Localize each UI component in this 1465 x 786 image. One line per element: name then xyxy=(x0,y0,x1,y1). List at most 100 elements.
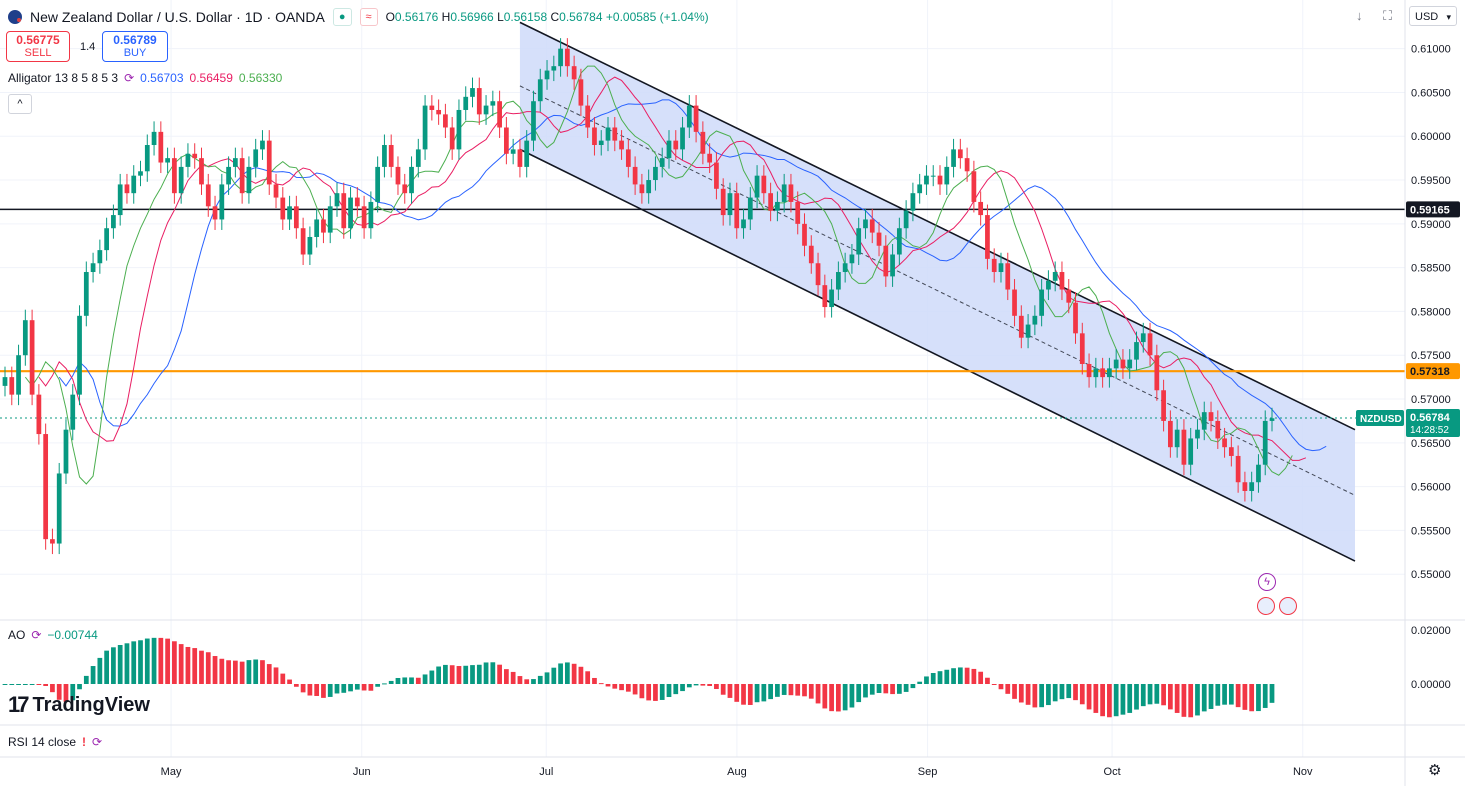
rsi-label: RSI 14 close xyxy=(8,735,77,749)
price-tick-label: 0.56000 xyxy=(1411,482,1451,494)
ao-bar xyxy=(9,684,15,685)
candle-body xyxy=(856,228,862,255)
alligator-teeth-value: 0.56459 xyxy=(189,71,233,85)
candle-body xyxy=(605,127,611,141)
rsi-legend[interactable]: RSI 14 close ! ⟳ xyxy=(8,735,102,749)
ao-bar xyxy=(415,677,421,684)
gear-icon[interactable]: ⚙ xyxy=(1428,762,1442,779)
ohlc-high: 0.56966 xyxy=(450,10,494,24)
candle-body xyxy=(1215,420,1221,439)
settings-loop-icon[interactable]: ⟳ xyxy=(31,628,42,642)
ao-bar xyxy=(36,684,42,685)
price-tag-box xyxy=(1406,363,1460,380)
candle-body xyxy=(470,88,475,97)
candle-body xyxy=(1161,390,1166,421)
countdown-label: 14:28:52 xyxy=(1410,425,1449,436)
currency-select[interactable]: USD ▾ xyxy=(1409,6,1457,26)
candle-body xyxy=(578,79,584,106)
ao-bar xyxy=(1167,684,1173,710)
candle-body xyxy=(869,219,875,233)
candle-body xyxy=(775,201,780,211)
lightning-event-icon[interactable]: ϟ xyxy=(1258,573,1276,591)
candle-body xyxy=(321,219,326,233)
candle-body xyxy=(510,149,516,154)
ao-bar xyxy=(144,638,150,684)
ao-bar xyxy=(788,684,794,696)
candle-body xyxy=(924,175,929,185)
ao-bar xyxy=(212,656,218,684)
ao-bar xyxy=(83,675,89,684)
market-open-icon[interactable]: ● xyxy=(332,8,352,26)
ao-bar xyxy=(632,684,638,695)
channel-upper-line[interactable] xyxy=(519,21,1356,431)
candle-body xyxy=(1100,368,1105,378)
ao-bar xyxy=(754,684,760,703)
candle-body xyxy=(395,166,401,185)
price-tick-label: 0.56500 xyxy=(1411,438,1451,450)
ao-bar xyxy=(998,684,1004,690)
channel-lower-line[interactable] xyxy=(519,148,1356,562)
ao-bar xyxy=(564,662,570,684)
candle-body xyxy=(741,219,746,229)
ao-legend[interactable]: AO ⟳ −0.00744 xyxy=(8,628,98,642)
ao-bar xyxy=(16,684,21,685)
buy-button[interactable]: 0.56789 BUY xyxy=(102,31,168,62)
settings-loop-icon[interactable]: ⟳ xyxy=(92,735,103,749)
candle-body xyxy=(1025,324,1031,338)
candle-body xyxy=(97,250,103,264)
candle-body xyxy=(964,158,970,172)
candle-body xyxy=(693,105,699,132)
candle-body xyxy=(639,184,645,194)
ao-bar xyxy=(957,667,963,684)
download-icon[interactable]: ↓ xyxy=(1356,8,1363,23)
ao-bar xyxy=(1120,684,1126,715)
symbol-title[interactable]: New Zealand Dollar / U.S. Dollar · 1D · … xyxy=(30,9,325,25)
ao-bar xyxy=(463,665,469,684)
ao-bar xyxy=(646,684,652,701)
candle-body xyxy=(354,197,360,207)
candle-body xyxy=(1018,315,1024,338)
candle-body xyxy=(971,171,977,202)
ao-bar xyxy=(842,684,848,711)
ao-bar xyxy=(456,666,462,684)
settings-loop-icon[interactable]: ⟳ xyxy=(124,71,135,85)
warning-icon[interactable]: ! xyxy=(82,735,87,749)
alligator-legend[interactable]: Alligator 13 8 5 8 5 3 ⟳ 0.56703 0.56459… xyxy=(8,71,282,85)
ao-bar xyxy=(544,672,550,684)
alligator-lips-value: 0.56330 xyxy=(238,71,283,85)
candle-body xyxy=(558,48,563,67)
ao-bar xyxy=(22,684,28,685)
candle-body xyxy=(138,171,143,176)
price-tag-box xyxy=(1406,201,1460,218)
sell-button[interactable]: 0.56775 SELL xyxy=(6,31,70,62)
candle-body xyxy=(761,175,767,194)
candle-body xyxy=(1174,429,1180,448)
candle-body xyxy=(1093,368,1099,378)
us-event-flag-icon[interactable] xyxy=(1279,597,1297,615)
ao-bar xyxy=(1107,684,1112,718)
collapse-legend-button[interactable]: ^ xyxy=(8,94,32,114)
ao-bar xyxy=(896,684,902,694)
us-event-flag-icon[interactable] xyxy=(1257,597,1275,615)
candle-body xyxy=(2,377,8,386)
ao-bar xyxy=(165,638,170,684)
ao-bar xyxy=(510,671,516,684)
candle-body xyxy=(192,153,198,159)
price-tag-label: 0.57318 xyxy=(1410,366,1450,378)
ao-bar xyxy=(890,684,895,695)
ao-bar xyxy=(199,650,204,684)
spread-value: 1.4 xyxy=(80,41,96,53)
fullscreen-icon[interactable]: ⛶ xyxy=(1383,8,1393,23)
ao-bar xyxy=(151,637,157,684)
candle-body xyxy=(883,245,889,277)
compare-icon[interactable]: ≈ xyxy=(359,8,378,26)
candle-body xyxy=(707,153,713,163)
candle-body xyxy=(985,215,990,259)
ao-bar xyxy=(497,664,502,684)
ao-bar xyxy=(802,684,807,697)
candle-body xyxy=(666,140,672,159)
ao-bar xyxy=(1188,684,1194,718)
ao-bar xyxy=(673,684,679,695)
candle-body xyxy=(896,228,902,255)
